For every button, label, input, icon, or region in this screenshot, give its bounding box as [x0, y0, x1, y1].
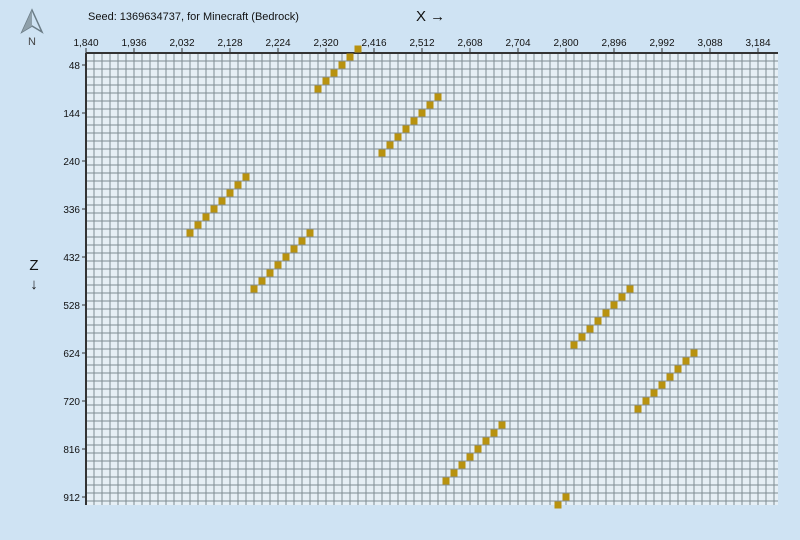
structure-block[interactable] — [426, 101, 434, 109]
structure-block[interactable] — [658, 381, 666, 389]
z-tick-label: 336 — [63, 205, 80, 216]
x-tick-label: 2,416 — [361, 38, 386, 49]
structure-block[interactable] — [578, 333, 586, 341]
structure-block[interactable] — [482, 437, 490, 445]
structure-block[interactable] — [306, 229, 314, 237]
structure-block[interactable] — [690, 349, 698, 357]
structure-block[interactable] — [570, 341, 578, 349]
x-axis-ticks: 1,840 1,936 2,032 2,128 2,224 2,320 2,416 2,512… — [73, 38, 771, 53]
structure-block[interactable] — [394, 133, 402, 141]
structure-block[interactable] — [194, 221, 202, 229]
x-tick-label: 2,896 — [601, 38, 626, 49]
structure-block[interactable] — [330, 69, 338, 77]
z-tick-label: 816 — [63, 445, 80, 456]
structure-block[interactable] — [274, 261, 282, 269]
structure-block[interactable] — [602, 309, 610, 317]
structure-block[interactable] — [218, 197, 226, 205]
z-axis-letter: Z — [29, 257, 39, 274]
x-tick-label: 2,800 — [553, 38, 578, 49]
structure-block[interactable] — [234, 181, 242, 189]
structure-block[interactable] — [266, 269, 274, 277]
structure-block[interactable] — [618, 293, 626, 301]
z-tick-label: 720 — [63, 397, 80, 408]
z-tick-label: 432 — [63, 253, 80, 264]
structure-block[interactable] — [210, 205, 218, 213]
structure-block[interactable] — [338, 61, 346, 69]
z-tick-label: 624 — [63, 349, 80, 360]
x-tick-label: 2,224 — [265, 38, 290, 49]
structure-block[interactable] — [186, 229, 194, 237]
structure-block[interactable] — [474, 445, 482, 453]
grid-background — [86, 53, 778, 505]
z-tick-label: 912 — [63, 493, 80, 504]
z-tick-label: 240 — [63, 157, 80, 168]
x-tick-label: 2,608 — [457, 38, 482, 49]
structure-block[interactable] — [226, 189, 234, 197]
structure-block[interactable] — [610, 301, 618, 309]
structure-block[interactable] — [490, 429, 498, 437]
z-axis-arrow: ↓ — [30, 276, 38, 293]
structure-block[interactable] — [634, 405, 642, 413]
x-axis-label: X → — [416, 8, 446, 25]
structure-block[interactable] — [258, 277, 266, 285]
compass-north-label: N — [28, 36, 36, 48]
x-tick-label: 3,184 — [745, 38, 770, 49]
z-axis-ticks: 48 144 240 336 432 528 624 720 816 912 — [63, 61, 86, 504]
structure-markers — [186, 45, 698, 509]
structure-block[interactable] — [626, 285, 634, 293]
structure-block[interactable] — [586, 325, 594, 333]
structure-block[interactable] — [418, 109, 426, 117]
x-tick-label: 2,704 — [505, 38, 530, 49]
structure-block[interactable] — [242, 173, 250, 181]
structure-block[interactable] — [410, 117, 418, 125]
structure-block[interactable] — [434, 93, 442, 101]
structure-block[interactable] — [682, 357, 690, 365]
structure-block[interactable] — [322, 77, 330, 85]
structure-block[interactable] — [458, 461, 466, 469]
x-tick-label: 2,032 — [169, 38, 194, 49]
map-grid — [85, 52, 778, 505]
structure-block[interactable] — [442, 477, 450, 485]
structure-block[interactable] — [298, 237, 306, 245]
structure-block[interactable] — [554, 501, 562, 509]
structure-block[interactable] — [314, 85, 322, 93]
structure-block[interactable] — [562, 493, 570, 501]
structure-block[interactable] — [666, 373, 674, 381]
structure-block[interactable] — [354, 45, 362, 53]
structure-block[interactable] — [498, 421, 506, 429]
structure-block[interactable] — [250, 285, 258, 293]
structure-block[interactable] — [402, 125, 410, 133]
z-axis-label: Z ↓ — [28, 256, 40, 294]
x-tick-label: 2,128 — [217, 38, 242, 49]
structure-block[interactable] — [346, 53, 354, 61]
seed-label: Seed: 1369634737, for Minecraft (Bedrock… — [88, 11, 299, 23]
structure-block[interactable] — [282, 253, 290, 261]
structure-block[interactable] — [202, 213, 210, 221]
structure-block[interactable] — [594, 317, 602, 325]
structure-block[interactable] — [450, 469, 458, 477]
structure-block[interactable] — [650, 389, 658, 397]
structure-block[interactable] — [378, 149, 386, 157]
structure-block[interactable] — [290, 245, 298, 253]
x-tick-label: 2,320 — [313, 38, 338, 49]
x-tick-label: 1,936 — [121, 38, 146, 49]
structure-block[interactable] — [386, 141, 394, 149]
structure-block[interactable] — [642, 397, 650, 405]
x-tick-label: 3,088 — [697, 38, 722, 49]
z-tick-label: 144 — [63, 109, 80, 120]
z-tick-label: 528 — [63, 301, 80, 312]
x-tick-label: 2,992 — [649, 38, 674, 49]
structure-block[interactable] — [466, 453, 474, 461]
z-tick-label: 48 — [69, 61, 81, 72]
x-tick-label: 1,840 — [73, 38, 98, 49]
north-compass-icon: N — [20, 8, 44, 48]
structure-block[interactable] — [674, 365, 682, 373]
x-tick-label: 2,512 — [409, 38, 434, 49]
